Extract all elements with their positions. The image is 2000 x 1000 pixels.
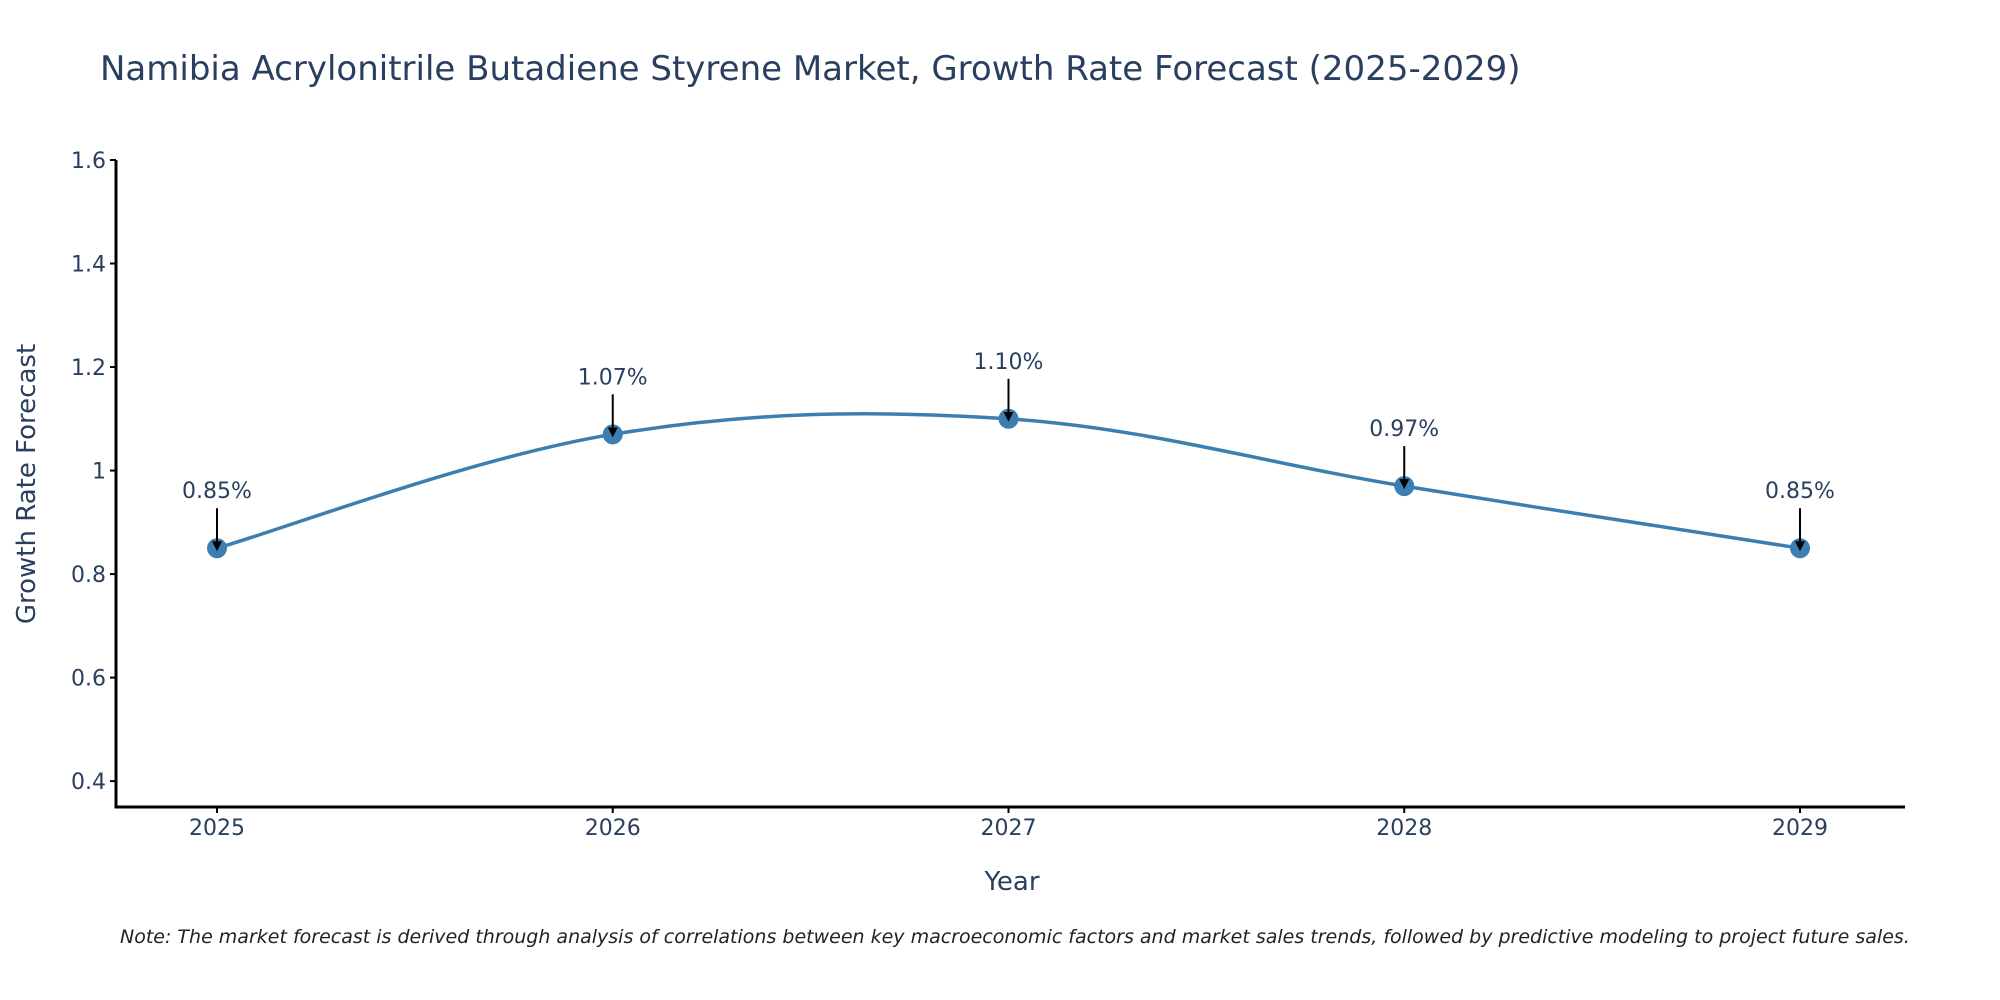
data-label: 0.97% <box>1369 417 1439 442</box>
data-points <box>207 408 1810 559</box>
data-label: 1.10% <box>974 350 1044 375</box>
x-tick-label: 2025 <box>189 816 245 841</box>
y-tick-label: 0.8 <box>71 563 106 588</box>
x-tick-label: 2027 <box>981 816 1037 841</box>
data-labels: 0.85% 1.07% 1.10% 0.97% 0.85% <box>182 350 1835 552</box>
y-tick-label: 0.6 <box>71 667 106 692</box>
y-tick-label: 1.6 <box>71 149 106 174</box>
footnote: Note: The market forecast is derived thr… <box>120 926 1910 948</box>
x-axis-title: Year <box>983 867 1039 897</box>
x-axis-ticks: 2025 2026 2027 2028 2029 <box>189 807 1828 841</box>
data-label: 0.85% <box>1765 479 1835 504</box>
data-label: 0.85% <box>182 479 252 504</box>
y-axis-title: Growth Rate Forecast <box>12 344 42 624</box>
x-tick-label: 2028 <box>1376 816 1432 841</box>
y-axis-ticks: 0.4 0.6 0.8 1 1.2 1.4 1.6 <box>71 149 116 795</box>
y-tick-label: 1.2 <box>71 356 106 381</box>
x-tick-label: 2029 <box>1772 816 1828 841</box>
y-tick-label: 1.4 <box>71 253 106 278</box>
y-tick-label: 1 <box>92 460 106 485</box>
series-line <box>216 411 1801 550</box>
x-tick-label: 2026 <box>585 816 641 841</box>
chart-title: Namibia Acrylonitrile Butadiene Styrene … <box>100 49 1521 89</box>
data-label: 1.07% <box>578 365 648 390</box>
y-tick-label: 0.4 <box>71 770 106 795</box>
